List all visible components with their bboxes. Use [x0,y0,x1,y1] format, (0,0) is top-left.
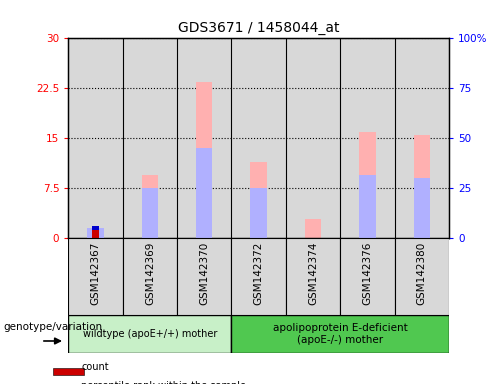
Bar [340,238,395,315]
Text: genotype/variation: genotype/variation [3,322,102,332]
Bar [395,238,449,315]
Text: GSM142380: GSM142380 [417,242,427,305]
Bar [196,82,212,238]
Bar [286,238,340,315]
Bar [92,230,99,238]
Bar [122,238,177,315]
Bar [414,135,430,238]
Text: percentile rank within the sample: percentile rank within the sample [81,381,246,384]
Bar [250,162,267,238]
Bar [286,38,340,238]
Text: GSM142370: GSM142370 [199,242,209,305]
Title: GDS3671 / 1458044_at: GDS3671 / 1458044_at [178,21,339,35]
Bar [231,38,286,238]
Text: GSM142372: GSM142372 [254,242,264,305]
Bar [142,175,158,238]
Bar [68,315,231,353]
Bar [53,368,84,375]
Bar [359,175,376,238]
Bar [196,148,212,238]
Bar [305,219,321,238]
Bar [68,38,122,238]
Bar [142,188,158,238]
Bar [250,188,267,238]
Text: GSM142376: GSM142376 [363,242,372,305]
Text: GSM142367: GSM142367 [90,242,101,305]
Text: GSM142374: GSM142374 [308,242,318,305]
Bar [231,315,449,353]
Bar [87,236,103,238]
Bar [68,238,122,315]
Bar [122,38,177,238]
Text: apolipoprotein E-deficient
(apoE-/-) mother: apolipoprotein E-deficient (apoE-/-) mot… [273,323,407,345]
Text: wildtype (apoE+/+) mother: wildtype (apoE+/+) mother [82,329,217,339]
Bar [414,178,430,238]
Bar [177,38,231,238]
Text: GSM142369: GSM142369 [145,242,155,305]
Bar [359,132,376,238]
Bar [340,38,395,238]
Bar [87,228,103,238]
Bar [395,38,449,238]
Bar [92,226,99,230]
Text: count: count [81,362,109,372]
Bar [177,238,231,315]
Bar [231,238,286,315]
